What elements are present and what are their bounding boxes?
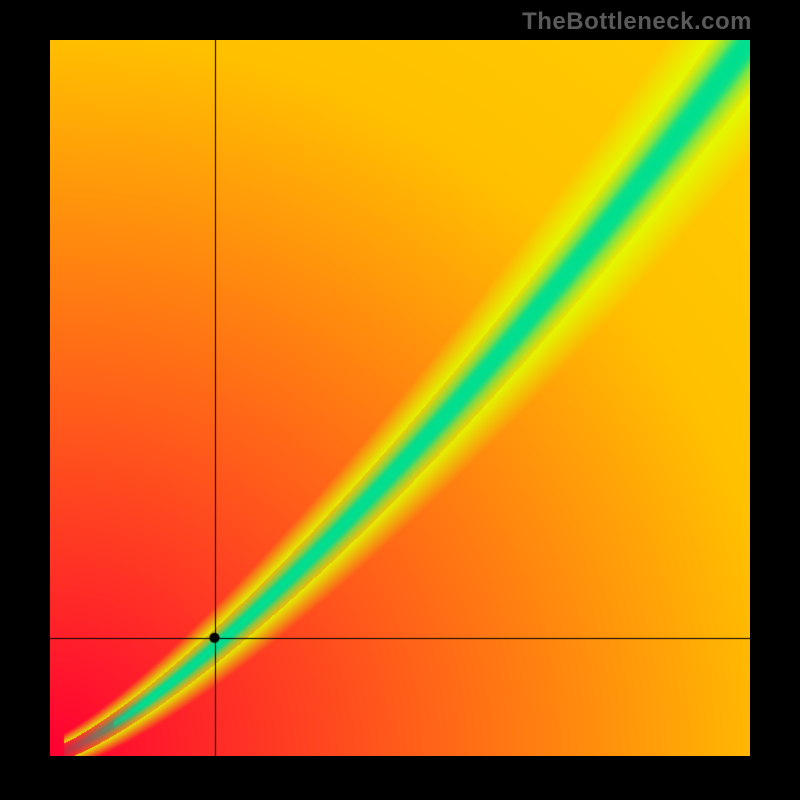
- figure-frame: TheBottleneck.com: [0, 0, 800, 800]
- heatmap-canvas: [50, 40, 750, 756]
- watermark-text: TheBottleneck.com: [522, 8, 752, 36]
- heatmap-plot: [50, 40, 750, 756]
